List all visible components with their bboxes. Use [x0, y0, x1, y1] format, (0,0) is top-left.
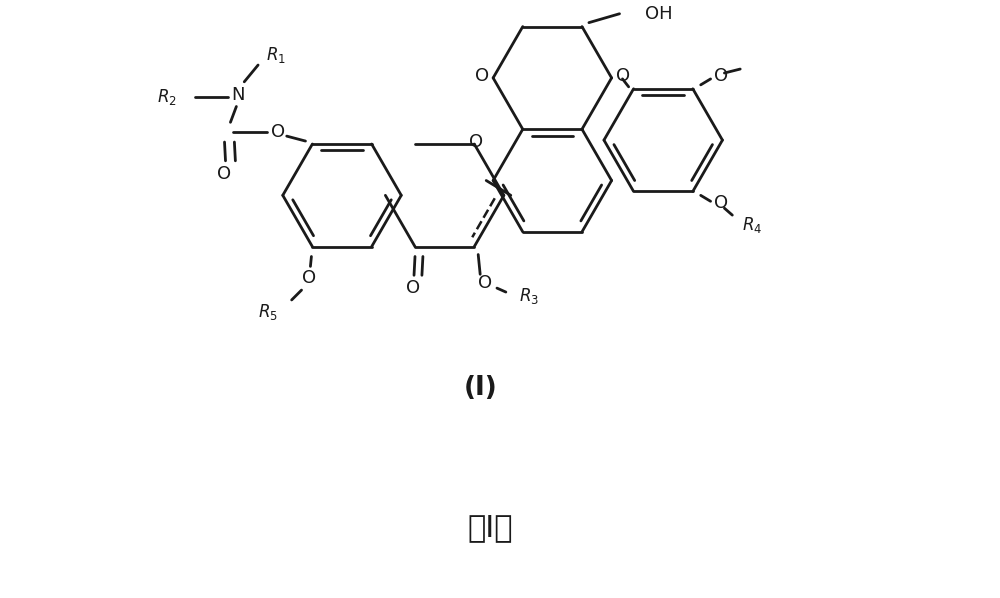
Text: （Ⅰ）: （Ⅰ） — [467, 514, 513, 542]
Text: $R_5$: $R_5$ — [258, 302, 278, 322]
Text: $R_3$: $R_3$ — [519, 286, 539, 306]
Text: $R_4$: $R_4$ — [742, 215, 762, 235]
Text: O: O — [475, 67, 489, 85]
Text: O: O — [714, 67, 728, 85]
Text: O: O — [714, 194, 728, 212]
Text: $R_2$: $R_2$ — [157, 87, 177, 106]
Text: N: N — [232, 86, 245, 103]
Text: O: O — [406, 279, 420, 297]
Text: $R_1$: $R_1$ — [266, 45, 286, 65]
Text: O: O — [217, 164, 232, 182]
Text: O: O — [302, 269, 316, 287]
Text: (I): (I) — [463, 375, 497, 401]
Text: O: O — [469, 133, 483, 151]
Text: OH: OH — [645, 5, 673, 23]
Text: O: O — [478, 274, 492, 292]
Text: O: O — [616, 67, 630, 85]
Text: O: O — [271, 123, 285, 141]
